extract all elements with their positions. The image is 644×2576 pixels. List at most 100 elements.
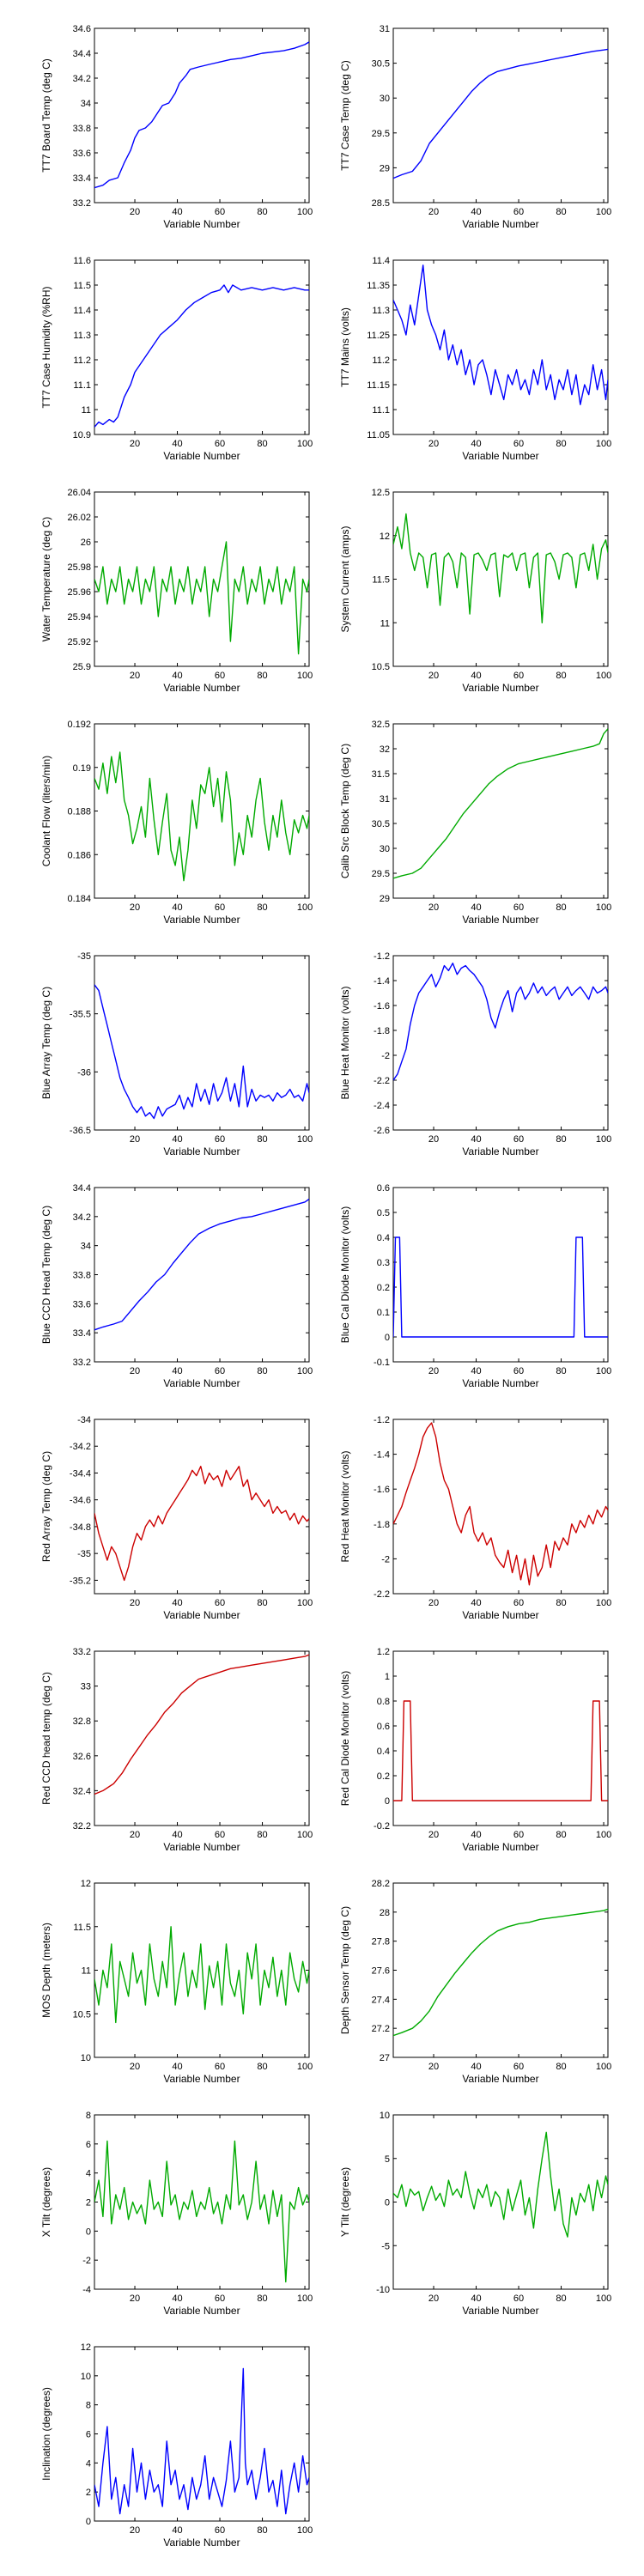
x-tick-label: 40 — [172, 439, 182, 449]
x-tick-label: 40 — [471, 671, 481, 681]
x-axis-label: Variable Number — [163, 1377, 240, 1389]
y-tick-label: 0 — [86, 2517, 91, 2527]
series-line-1 — [94, 1926, 309, 2024]
x-tick-label: 40 — [471, 207, 481, 217]
x-tick-label: 20 — [428, 1598, 439, 1608]
series-line-1 — [94, 2140, 309, 2283]
y-tick-label: 10 — [81, 2053, 91, 2063]
y-tick-label: 12.5 — [372, 488, 390, 498]
y-tick-label: 34.6 — [73, 24, 91, 34]
y-tick-label: 31 — [380, 24, 390, 34]
y-tick-label: 0 — [86, 2227, 91, 2237]
chart-panel-14: 20 40 60 80 100 -2.2 -2 -1.8 -1.6 -1.4 -1.2 Variabl… — [339, 1415, 611, 1621]
x-tick-label: 20 — [428, 207, 439, 217]
y-tick-label: -2 — [381, 1554, 390, 1564]
y-tick-label: -2.4 — [374, 1101, 390, 1111]
y-tick-label: -35 — [77, 1549, 91, 1559]
x-tick-label: 20 — [130, 2062, 140, 2072]
y-tick-label: 11.15 — [367, 380, 390, 391]
chart-panel-17: 20 40 60 80 100 10 10.5 11 11.5 12 Variable Number… — [40, 1879, 313, 2085]
y-tick-label: 29 — [380, 163, 390, 173]
y-tick-label: 26.02 — [67, 513, 91, 523]
y-tick-label: -4 — [82, 2285, 91, 2295]
plot-frame — [94, 1650, 310, 1826]
x-axis-label: Variable Number — [462, 1841, 538, 1853]
y-tick-label: 34.4 — [73, 49, 91, 59]
x-tick-label: 20 — [130, 207, 140, 217]
plot-frame — [392, 27, 609, 204]
y-tick-label: 11 — [380, 618, 390, 629]
x-tick-label: 60 — [513, 207, 524, 217]
y-tick-label: 11.2 — [372, 355, 390, 366]
y-axis-label: Blue Array Temp (deg C) — [40, 987, 52, 1099]
x-tick-label: 80 — [556, 1134, 566, 1145]
y-tick-label: 33.4 — [73, 173, 91, 184]
chart-panel-20: 20 40 60 80 100 -10 -5 0 5 10 Variable Number Y Til… — [339, 2111, 611, 2317]
y-axis-label: TT7 Board Temp (deg C) — [40, 58, 52, 173]
y-axis-label: X Tilt (degrees) — [40, 2167, 52, 2237]
x-tick-label: 60 — [215, 671, 225, 681]
x-tick-label: 40 — [471, 1830, 481, 1840]
chart-panel-12: 20 40 60 80 100 -0.1 0 0.1 0.2 0.3 0.4 0.5 0.6 Variab… — [339, 1183, 611, 1389]
series-line-1 — [393, 264, 608, 405]
y-tick-label: 34.2 — [73, 74, 91, 84]
y-tick-label: 11.1 — [372, 405, 390, 416]
y-tick-label: 33.8 — [73, 124, 91, 134]
y-tick-label: 33.8 — [73, 1271, 91, 1281]
chart-panel-19: 20 40 60 80 100 -4 -2 0 2 4 6 8 Variable Number X Til… — [40, 2111, 313, 2317]
x-tick-label: 100 — [297, 2062, 313, 2072]
x-tick-label: 80 — [257, 902, 267, 913]
x-axis-label: Variable Number — [462, 2305, 538, 2317]
x-tick-label: 40 — [172, 1134, 182, 1145]
x-axis-label: Variable Number — [163, 2537, 240, 2549]
x-tick-label: 100 — [596, 1366, 611, 1376]
plot-frame — [94, 1187, 310, 1363]
series-line-1 — [393, 2131, 608, 2238]
y-axis-label: Blue CCD Head Temp (deg C) — [40, 1206, 52, 1344]
plot-frame — [392, 1187, 609, 1363]
y-tick-label: 0.1 — [377, 1308, 390, 1318]
x-tick-label: 20 — [428, 1366, 439, 1376]
y-tick-label: 11.4 — [73, 306, 91, 316]
x-tick-label: 80 — [257, 1830, 267, 1840]
y-tick-label: 10 — [380, 2111, 390, 2121]
x-axis-label: Variable Number — [462, 1609, 538, 1621]
y-tick-label: 1.2 — [377, 1647, 390, 1657]
y-axis-label: MOS Depth (meters) — [40, 1923, 52, 2018]
plot-frame — [392, 491, 609, 667]
x-tick-label: 60 — [513, 1830, 524, 1840]
y-tick-label: 0.4 — [377, 1747, 390, 1757]
chart-panel-7: 20 40 60 80 100 0.184 0.186 0.188 0.19 0.192 Varia… — [40, 720, 313, 926]
x-tick-label: 20 — [428, 439, 439, 449]
x-tick-label: 60 — [215, 1830, 225, 1840]
y-tick-label: 33.2 — [73, 198, 91, 209]
y-tick-label: -2 — [381, 1051, 390, 1061]
x-axis-label: Variable Number — [462, 218, 538, 230]
series-line-1 — [393, 728, 608, 879]
x-tick-label: 40 — [471, 2062, 481, 2072]
plot-frame — [94, 2114, 310, 2290]
y-tick-label: -36 — [77, 1067, 91, 1078]
x-tick-label: 60 — [215, 1598, 225, 1608]
y-tick-label: 12 — [380, 532, 390, 542]
plot-frame — [392, 723, 609, 899]
y-tick-label: 33.6 — [73, 149, 91, 159]
plot-frame — [94, 2346, 310, 2522]
x-tick-label: 100 — [596, 2293, 611, 2304]
y-axis-label: Red Array Temp (deg C) — [40, 1451, 52, 1562]
x-axis-label: Variable Number — [163, 914, 240, 926]
series-line-1 — [393, 1236, 608, 1338]
y-axis-label: Red Cal Diode Monitor (volts) — [339, 1671, 351, 1806]
x-axis-label: Variable Number — [163, 1145, 240, 1157]
x-axis-label: Variable Number — [163, 2073, 240, 2085]
y-tick-label: -2.2 — [374, 1076, 390, 1086]
y-tick-label: -35 — [77, 951, 91, 962]
x-tick-label: 40 — [172, 2525, 182, 2536]
x-tick-label: 80 — [257, 1366, 267, 1376]
series-line-1 — [94, 1465, 309, 1582]
x-tick-label: 20 — [130, 1830, 140, 1840]
y-axis-label: Red Heat Monitor (volts) — [339, 1450, 351, 1562]
x-tick-label: 20 — [130, 671, 140, 681]
y-tick-label: 32.5 — [372, 720, 390, 730]
